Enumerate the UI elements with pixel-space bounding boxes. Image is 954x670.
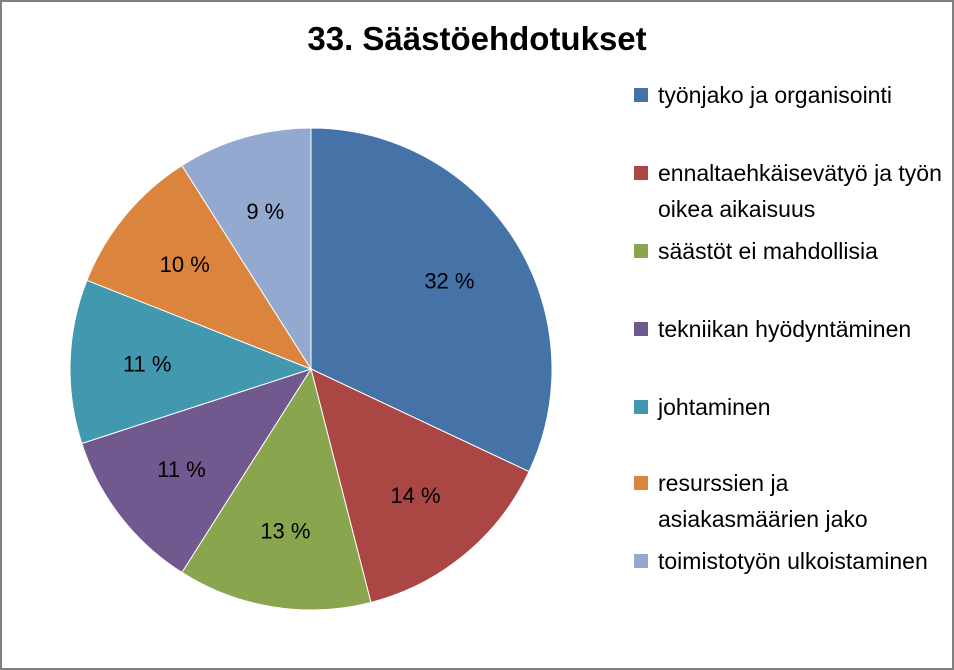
legend-swatch-6	[634, 476, 648, 490]
legend: työnjako ja organisointi ennaltaehkäisevä…	[634, 2, 952, 668]
pie-slice-5	[69, 279, 313, 445]
data-label-1: 32 %	[424, 269, 474, 294]
data-label-3: 13 %	[260, 518, 310, 543]
legend-swatch-7	[634, 554, 648, 568]
pie-slice-2	[310, 368, 530, 604]
data-label-2: 14 %	[390, 483, 440, 508]
legend-swatch-4	[634, 322, 648, 336]
legend-label-6: resurssien ja asiakasmäärien jako	[658, 470, 868, 532]
pie-slice-6	[86, 164, 313, 371]
legend-label-5: johtaminen	[658, 394, 771, 420]
pie-slice-1	[310, 127, 553, 473]
chart-title: 33. Säästöehdotukset	[307, 20, 647, 57]
data-label-7: 9 %	[246, 199, 284, 224]
data-label-4: 11 %	[157, 457, 206, 482]
legend-swatch-5	[634, 400, 648, 414]
pie-slice-3	[181, 367, 372, 611]
legend-swatch-2	[634, 166, 648, 180]
legend-label-3: säästöt ei mahdollisia	[658, 238, 878, 264]
legend-label-2: ennaltaehkäisevätyö ja työn oikea aikais…	[658, 160, 942, 222]
data-label-5: 11 %	[123, 351, 172, 376]
legend-swatch-3	[634, 244, 648, 258]
pie-slice-4	[81, 368, 313, 574]
legend-label-4: tekniikan hyödyntäminen	[658, 316, 912, 342]
legend-swatch-1	[634, 88, 648, 102]
legend-label-1: työnjako ja organisointi	[658, 82, 892, 108]
data-label-6: 10 %	[160, 252, 210, 277]
legend-label-7: toimistotyön ulkoistaminen	[658, 548, 928, 574]
pie-slice-7	[181, 127, 312, 371]
